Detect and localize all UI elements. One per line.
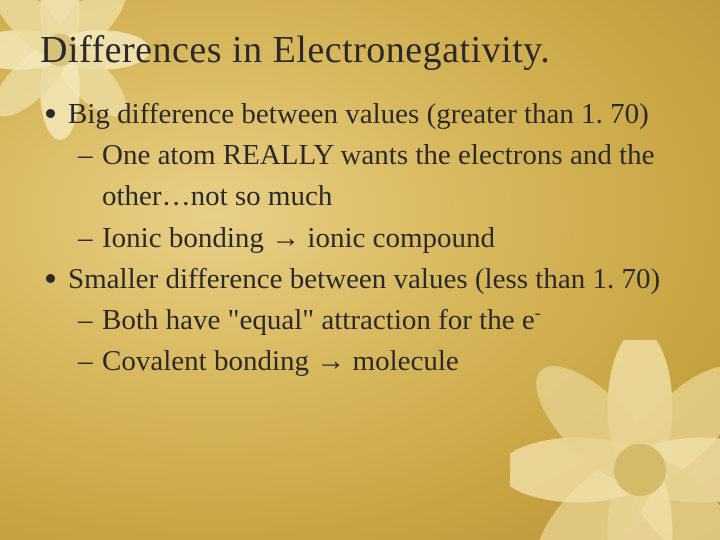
- superscript: -: [535, 302, 541, 322]
- slide: Differences in Electronegativity. Big di…: [0, 0, 720, 540]
- slide-body: Big difference between values (greater t…: [40, 94, 680, 382]
- bullet-text: One atom REALLY wants the electrons and …: [102, 139, 655, 212]
- bullet-text: Covalent bonding → molecule: [102, 345, 459, 377]
- dash-icon: –: [78, 218, 93, 259]
- slide-content: Differences in Electronegativity. Big di…: [0, 0, 720, 382]
- bullet-l2: – Covalent bonding → molecule: [40, 341, 680, 382]
- bullet-l1: Smaller difference between values (less …: [40, 259, 680, 300]
- dash-icon: –: [78, 300, 93, 341]
- bullet-l1: Big difference between values (greater t…: [40, 94, 680, 135]
- dash-icon: –: [78, 341, 93, 382]
- bullet-text: Both have "equal" attraction for the e: [102, 304, 535, 336]
- bullet-text: Ionic bonding → ionic compound: [102, 222, 495, 254]
- bullet-dot-icon: [46, 274, 55, 283]
- bullet-l2: – One atom REALLY wants the electrons an…: [40, 135, 680, 217]
- bullet-l2: – Ionic bonding → ionic compound: [40, 218, 680, 259]
- bullet-l2: – Both have "equal" attraction for the e…: [40, 300, 680, 341]
- bullet-text: Big difference between values (greater t…: [68, 98, 649, 130]
- dash-icon: –: [78, 135, 93, 176]
- slide-title: Differences in Electronegativity.: [40, 28, 680, 72]
- bullet-dot-icon: [46, 109, 55, 118]
- bullet-text: Smaller difference between values (less …: [68, 263, 660, 295]
